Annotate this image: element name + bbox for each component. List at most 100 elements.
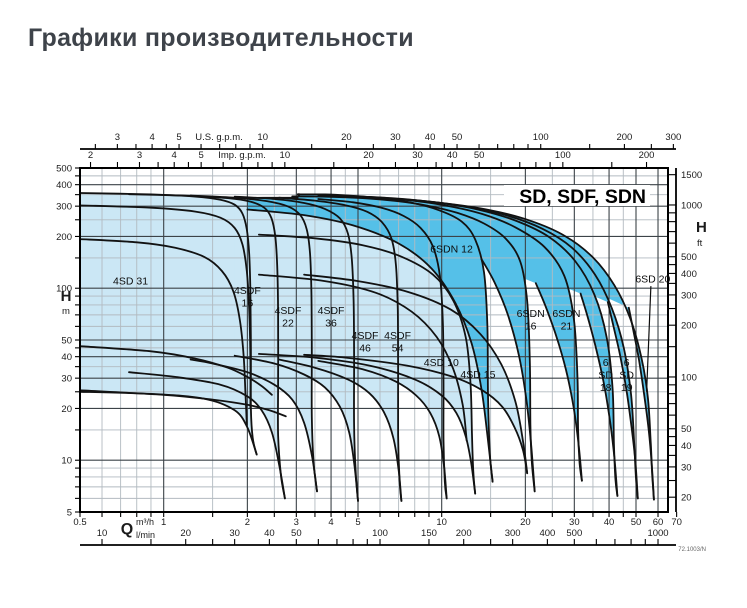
region-4sd-15 <box>304 274 528 477</box>
svg-text:72.1003/N: 72.1003/N <box>678 547 706 553</box>
grid-lines <box>80 168 668 512</box>
axis-us-gpm: 3 4 5 10 20 30 40 50 100 200 300 U.S. g.p.m. <box>80 132 681 150</box>
svg-text:40: 40 <box>681 441 692 452</box>
svg-text:20: 20 <box>61 404 72 415</box>
svg-text:200: 200 <box>56 232 72 243</box>
curve-top-4sdf-36 <box>233 195 359 502</box>
curve-label: 16 <box>525 320 537 332</box>
svg-text:200: 200 <box>639 150 655 161</box>
svg-text:5: 5 <box>199 150 204 161</box>
svg-text:SD, SDF, SDN: SD, SDF, SDN <box>519 186 646 208</box>
svg-text:4: 4 <box>328 517 333 528</box>
curve-label: 18 <box>600 382 612 394</box>
svg-text:U.S. g.p.m.: U.S. g.p.m. <box>195 132 243 143</box>
pump-model-labels: 4SD 314SDF164SDF224SDF364SDF464SDF544SD … <box>113 244 671 394</box>
svg-text:30: 30 <box>61 374 72 385</box>
curve-label: 22 <box>282 318 294 330</box>
curve-label: 46 <box>359 343 371 355</box>
svg-text:3: 3 <box>294 517 299 528</box>
curve-top-6sdn-16 <box>291 195 536 493</box>
region-6sdn-12 <box>247 194 494 487</box>
curve-label: 4SDF <box>275 305 302 317</box>
curve-label: 6 <box>624 357 630 369</box>
curve-bottom-6sdn-12 <box>246 208 494 483</box>
curve-4SD10-mid <box>258 273 468 442</box>
svg-text:30: 30 <box>681 462 692 473</box>
svg-text:1: 1 <box>161 517 166 528</box>
svg-text:200: 200 <box>681 321 697 332</box>
curve-top-4sdf-54 <box>317 198 448 500</box>
axis-imp-gpm: 2 3 4 5 10 20 30 40 50 100 200 Imp. g.p.m. <box>88 150 655 168</box>
svg-text:50: 50 <box>452 132 463 143</box>
svg-text:30: 30 <box>229 528 240 539</box>
svg-text:20: 20 <box>681 493 692 504</box>
label-arrow <box>646 286 652 392</box>
curve-low-stage-1 <box>80 345 273 396</box>
svg-text:3: 3 <box>137 150 142 161</box>
curve-label: 6 <box>603 357 609 369</box>
curve-label: 19 <box>621 382 633 394</box>
page-title: Графики производительности <box>28 24 414 52</box>
curve-label: 4SDF <box>234 285 261 297</box>
svg-text:100: 100 <box>533 132 549 143</box>
curve-bottom-6sdn-16 <box>480 258 536 493</box>
svg-text:100: 100 <box>372 528 388 539</box>
svg-text:4: 4 <box>149 132 154 143</box>
svg-text:20: 20 <box>363 150 374 161</box>
svg-text:50: 50 <box>291 528 302 539</box>
svg-text:60: 60 <box>653 517 664 528</box>
curve-label: 4SDF <box>352 330 379 342</box>
curve-label: 16 <box>242 297 254 309</box>
curve-top-4sdf-46 <box>278 196 403 502</box>
region-6sd-20 <box>391 198 655 504</box>
svg-text:2: 2 <box>245 517 250 528</box>
svg-text:30: 30 <box>390 132 401 143</box>
curve-label: 4SDF <box>384 330 411 342</box>
svg-text:400: 400 <box>56 180 72 191</box>
svg-text:10: 10 <box>280 150 291 161</box>
curve-label: SD <box>619 369 634 381</box>
svg-text:100: 100 <box>56 284 72 295</box>
svg-text:40: 40 <box>447 150 458 161</box>
svg-text:40: 40 <box>604 517 615 528</box>
svg-text:ft: ft <box>697 238 703 249</box>
curve-low-stage-2 <box>80 389 287 418</box>
svg-text:0.5: 0.5 <box>73 517 86 528</box>
curve-label: 4SDF <box>318 305 345 317</box>
svg-text:10: 10 <box>436 517 447 528</box>
svg-text:200: 200 <box>456 528 472 539</box>
svg-text:Imp. g.p.m.: Imp. g.p.m. <box>218 150 266 161</box>
curve-bottom-6sd-20 <box>627 306 655 501</box>
curve-label: 6SDN 12 <box>430 244 473 256</box>
svg-text:300: 300 <box>665 132 681 143</box>
svg-text:5: 5 <box>67 508 72 519</box>
curve-label: 6SDN <box>517 308 545 320</box>
axis-lmin: 10 20 30 40 50 100 150 200 300 400 500 1000 72.1003/… <box>80 528 706 553</box>
svg-text:m: m <box>62 306 70 317</box>
svg-text:150: 150 <box>421 528 437 539</box>
curve-bottom-4sdf-16 <box>128 371 286 500</box>
svg-text:300: 300 <box>56 202 72 213</box>
svg-text:200: 200 <box>616 132 632 143</box>
svg-text:4: 4 <box>172 150 177 161</box>
curve-bottom-4sdf-54 <box>317 360 448 500</box>
svg-text:5: 5 <box>355 517 360 528</box>
svg-text:100: 100 <box>555 150 571 161</box>
svg-text:10: 10 <box>97 528 108 539</box>
svg-text:H: H <box>696 219 707 236</box>
svg-text:400: 400 <box>539 528 555 539</box>
curve-label: 54 <box>392 343 404 355</box>
svg-text:2: 2 <box>88 150 93 161</box>
curve-label: SD <box>598 369 613 381</box>
svg-text:20: 20 <box>520 517 531 528</box>
curve-label: 4SD 31 <box>113 276 148 288</box>
svg-text:50: 50 <box>681 424 692 435</box>
region-6sdn-21 <box>318 195 583 485</box>
svg-text:10: 10 <box>61 456 72 467</box>
svg-text:500: 500 <box>56 164 72 175</box>
axis-m3h: 0.5 1 2 3 4 5 10 20 30 40 50 60 70 Q m³/h l/min <box>73 512 682 540</box>
axis-h-ft: 1500 1000 500 400 300 200 100 50 40 30 20 Hft <box>669 168 707 512</box>
svg-text:Q: Q <box>121 521 133 538</box>
